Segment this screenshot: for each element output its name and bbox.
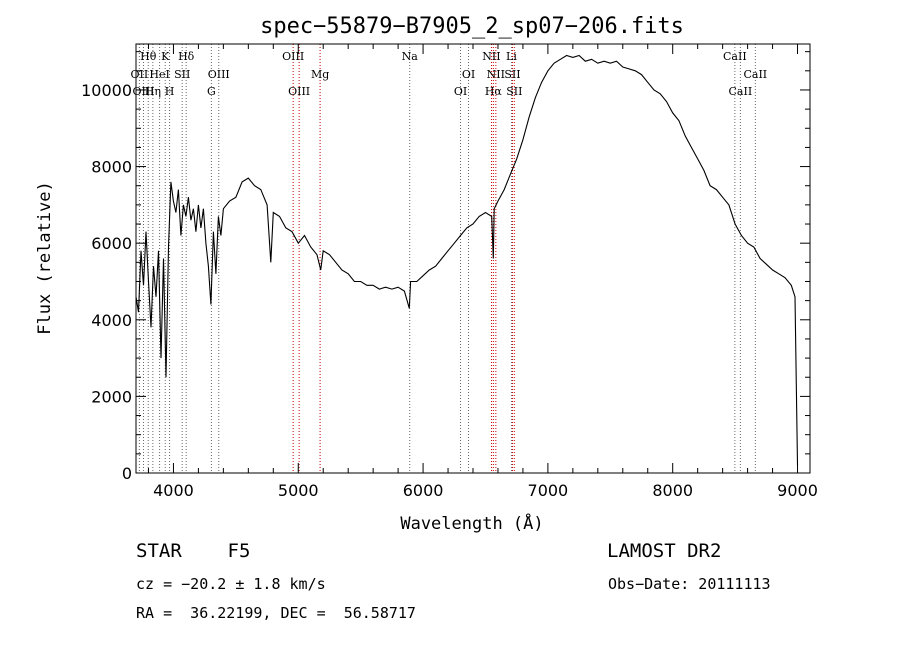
line-marker-label-9: OIII (208, 68, 230, 81)
line-marker-label-14: Na (402, 50, 419, 63)
class-text: STAR F5 (136, 540, 251, 562)
x-tick-label-9000: 9000 (777, 481, 818, 500)
y-tick-label-8000: 8000 (91, 158, 132, 177)
line-marker-label-6: OII (131, 68, 149, 81)
y-tick-label-10000: 10000 (81, 81, 132, 100)
line-marker-label-1: Hη (145, 85, 161, 98)
line-marker-label-11: OIII (282, 50, 304, 63)
line-marker-label-18: NII (487, 68, 505, 81)
line-marker-label-22: SII (506, 85, 522, 98)
y-tick-label-6000: 6000 (91, 234, 132, 253)
line-marker-label-25: CaII (743, 68, 767, 81)
line-marker-label-12: OIII (288, 85, 310, 98)
line-marker-label-23: CaII (723, 50, 747, 63)
x-tick-label-7000: 7000 (528, 481, 569, 500)
x-tick-label-6000: 6000 (403, 481, 444, 500)
y-tick-label-4000: 4000 (91, 311, 132, 330)
line-marker-label-17: NII (482, 50, 500, 63)
x-tick-label-5000: 5000 (278, 481, 319, 500)
line-marker-label-4: HeI (149, 68, 169, 81)
line-marker-label-3: H (165, 85, 175, 98)
line-marker-label-8: Hδ (178, 50, 195, 63)
x-tick-label-4000: 4000 (153, 481, 194, 500)
line-marker-label-7: OIII (132, 85, 154, 98)
spectrum-line (135, 54, 799, 466)
line-marker-label-2: K (161, 50, 170, 63)
radec-text: RA = 36.22199, DEC = 56.58717 (136, 604, 416, 622)
plot-frame (135, 43, 811, 474)
line-marker-label-15: OI (454, 85, 467, 98)
line-marker-label-5: SII (174, 68, 190, 81)
line-marker-label-24: CaII (729, 85, 753, 98)
obs-date-text: Obs−Date: 20111113 (608, 575, 771, 593)
line-marker-label-19: Hα (485, 85, 503, 98)
x-axis-label: Wavelength (Å) (400, 512, 543, 534)
line-marker-label-20: Li (506, 50, 517, 63)
y-tick-label-2000: 2000 (91, 387, 132, 406)
x-tick-label-8000: 8000 (652, 481, 693, 500)
line-marker-label-10: G (207, 85, 216, 98)
line-marker-label-0: Hθ (140, 50, 157, 63)
cz-text: cz = −20.2 ± 1.8 km/s (136, 575, 326, 593)
line-marker-label-13: Mg (311, 68, 329, 81)
y-tick-label-0: 0 (122, 464, 132, 483)
line-marker-label-21: SII (504, 68, 520, 81)
line-marker-label-16: OI (462, 68, 475, 81)
axes: 4000 5000 6000 7000 8000 9000 0 2000 4000 6000 800… (81, 44, 818, 500)
survey-text: LAMOST DR2 (607, 540, 722, 562)
chart-title: spec−55879−B7905_2_sp07−206.fits (260, 14, 684, 39)
line-markers (138, 44, 756, 473)
y-axis-label: Flux (relative) (35, 181, 55, 335)
